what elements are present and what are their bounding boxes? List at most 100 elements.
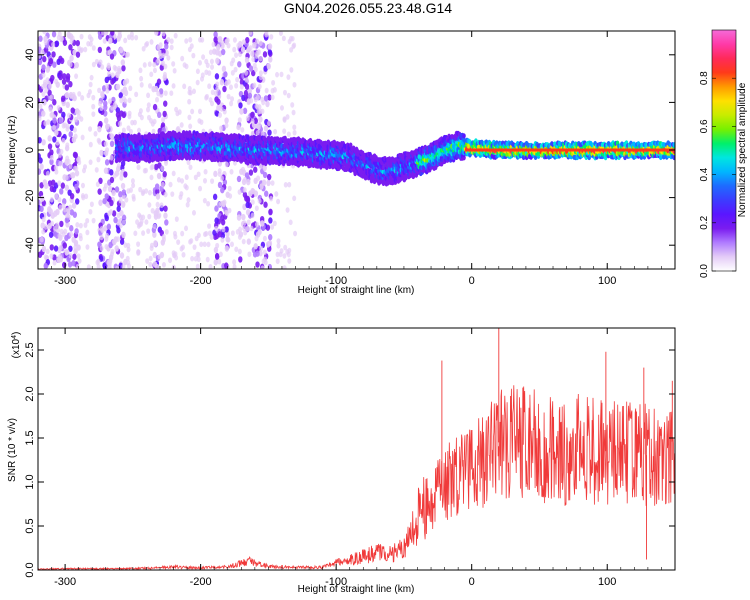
spectrogram-cell: [53, 210, 58, 217]
spectrogram-cell: [98, 59, 103, 65]
spectrogram-cell: [278, 31, 283, 36]
spectrogram-cell: [136, 127, 141, 134]
spectrogram-cell: [188, 164, 193, 171]
spectrogram-cell: [88, 208, 93, 215]
spectrogram-cell: [131, 182, 136, 189]
spectrogram-cell: [98, 177, 103, 185]
spectrogram-cell: [225, 37, 230, 44]
spectrogram-cell: [250, 212, 255, 219]
spectrogram-cell: [65, 126, 70, 132]
spectrogram-cell: [187, 114, 192, 121]
spectrogram-cell: [64, 216, 70, 224]
spectrogram-cell: [152, 251, 157, 259]
spectrogram-cell: [72, 127, 77, 133]
spectrogram-cell: [224, 262, 229, 269]
spectrogram-cell: [99, 105, 104, 112]
spectrogram-cell: [286, 92, 291, 99]
spectrogram-cell: [110, 248, 115, 255]
spectrogram-cell: [222, 85, 227, 93]
spectrogram-cell: [88, 159, 93, 165]
spectrogram-cell: [200, 37, 205, 43]
spectrogram-cell: [65, 142, 70, 148]
spectrogram-cell: [245, 209, 251, 216]
spectrogram-cell: [232, 37, 237, 43]
spectrogram-cell: [285, 249, 290, 255]
spectrogram-cell: [52, 260, 57, 266]
spectrogram-cell: [185, 201, 190, 208]
spectrogram-cell: [238, 226, 243, 233]
spectrogram-cell: [254, 205, 259, 212]
spectrogram-cell: [261, 179, 267, 186]
spectrogram-cell: [229, 169, 234, 175]
spectrogram-cell: [272, 220, 277, 227]
y-tick-label: -40: [24, 237, 36, 253]
spectrogram-cell: [68, 163, 73, 170]
spectrogram-cell: [149, 39, 154, 45]
spectrogram-cell: [114, 265, 119, 269]
spectrogram-cell: [257, 229, 262, 236]
spectrogram-cell: [60, 182, 66, 189]
spectrogram-cell: [76, 253, 81, 259]
spectrogram-cell: [266, 173, 272, 181]
spectrogram-cell: [252, 82, 257, 89]
spectrogram-cell: [130, 34, 135, 41]
spectrogram-cell: [270, 94, 275, 101]
spectrogram-cell: [64, 84, 70, 91]
spectrogram-cell: [57, 180, 62, 186]
spectrogram-cell: [154, 163, 159, 171]
spectrogram-cell: [72, 49, 77, 56]
spectrogram-cell: [158, 53, 163, 60]
spectrogram-cell: [236, 214, 242, 221]
spectrogram-cell: [47, 143, 53, 150]
spectrogram-cell: [138, 186, 143, 193]
spectrogram-cell: [230, 96, 235, 102]
spectrogram-cell: [125, 78, 130, 84]
snr-line: [38, 385, 675, 570]
spectrogram-cell: [232, 259, 237, 265]
snr-x-label: Height of straight line (km): [298, 584, 415, 595]
spectrogram-cell: [161, 236, 166, 243]
spectrogram-cell: [136, 164, 141, 171]
spectrogram-cell: [146, 92, 151, 99]
spectrogram-cell: [80, 134, 85, 141]
spectrogram-cell: [112, 101, 117, 108]
spectrogram-cell: [121, 189, 127, 196]
spectrogram-cell: [86, 264, 91, 269]
spectrogram-cell: [203, 168, 208, 175]
spectrogram-cell: [94, 58, 99, 65]
spectrogram-cell: [242, 187, 247, 193]
spectrogram-cell: [128, 85, 133, 92]
spectrogram-cell: [169, 38, 174, 44]
spectrogram-cell: [48, 57, 54, 65]
spectrogram-cell: [61, 231, 66, 237]
spectrogram-cell: [118, 92, 123, 99]
colorbar: 0.0 0.2 0.4 0.6 0.8 Normalized spectral ampl…: [699, 29, 748, 278]
spectrogram-cell: [57, 233, 62, 239]
snr-y-axis: 0.0 0.5 1.0 1.5 2.0 2.5: [24, 342, 675, 578]
spectrogram-cell: [234, 246, 239, 253]
spectrogram-cell: [67, 261, 73, 268]
spectrogram-cell: [121, 111, 127, 119]
spectrogram-cell: [217, 258, 222, 265]
spectrogram-cell: [221, 65, 227, 73]
spectrogram-cell: [262, 249, 267, 255]
colorbar-tick-label: 0.8: [699, 71, 710, 85]
spectrogram-cell: [212, 193, 218, 201]
spectrogram-cell: [269, 195, 274, 202]
spectrogram-cell: [121, 127, 126, 134]
spectrogram-cell: [266, 179, 271, 187]
spectrogram-cell: [118, 197, 123, 204]
spectrogram-cell: [103, 225, 108, 232]
spectrogram-cell: [47, 180, 53, 187]
spectrogram-cell: [99, 226, 104, 232]
spectrogram-cell: [103, 182, 108, 189]
spectrogram-cell: [201, 54, 206, 60]
spectrogram-cell: [38, 58, 43, 66]
spectrogram-cell: [204, 58, 209, 65]
spectrogram-cell: [104, 243, 109, 250]
spectrogram-cell: [54, 40, 60, 47]
spectrogram-cell: [65, 155, 70, 162]
spectrogram-cell: [215, 86, 220, 92]
spectrogram-cell: [163, 205, 168, 212]
spectrogram-cell: [41, 83, 46, 90]
